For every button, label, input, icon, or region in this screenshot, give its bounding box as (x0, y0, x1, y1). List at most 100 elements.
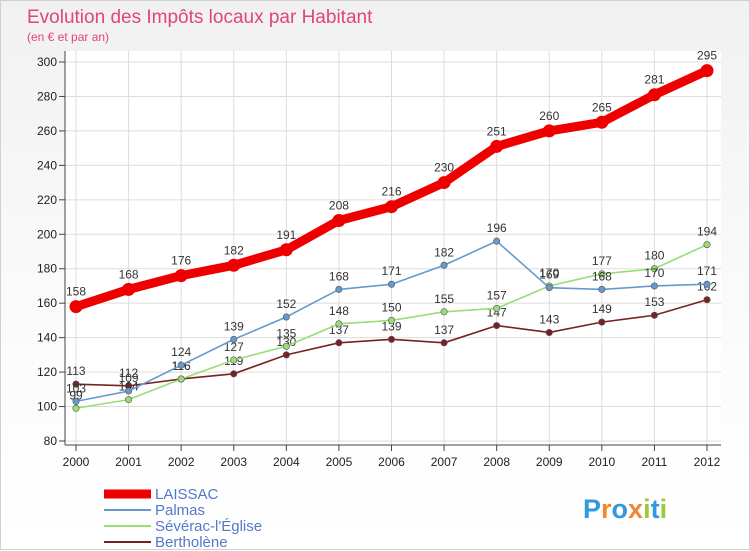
data-label: 182 (434, 245, 454, 259)
data-point (440, 339, 448, 347)
data-label: 104 (119, 380, 139, 394)
y-tick-label: 180 (37, 262, 57, 276)
data-point (387, 280, 395, 288)
data-point (72, 404, 80, 412)
data-label: 109 (119, 371, 139, 385)
data-label: 113 (66, 364, 85, 378)
legend-label-palmas: Palmas (155, 502, 205, 519)
data-label: 143 (539, 312, 559, 326)
data-point (335, 285, 343, 293)
data-label: 216 (381, 185, 401, 199)
data-point (227, 258, 241, 272)
x-tick-label: 2000 (63, 455, 90, 469)
x-tick-label: 2011 (642, 455, 668, 469)
data-point (703, 280, 711, 288)
data-point (598, 318, 606, 326)
data-label: 180 (644, 249, 664, 263)
legend-label-laissac: LAISSAC (155, 486, 219, 503)
data-label: 158 (66, 285, 86, 299)
y-tick-label: 300 (37, 55, 57, 69)
x-tick-label: 2008 (483, 455, 510, 469)
logo-letter: x (628, 494, 643, 524)
logo-letter: i (643, 494, 651, 524)
x-tick-label: 2006 (378, 455, 405, 469)
data-label: 149 (592, 302, 612, 316)
data-point (282, 342, 290, 350)
data-point (703, 296, 711, 304)
data-point (598, 270, 606, 278)
logo-letter: i (660, 494, 668, 524)
legend-label-severac-l-eglise: Sévérac-l'Église (155, 518, 262, 535)
data-label: 168 (592, 269, 612, 283)
y-tick-label: 160 (37, 296, 57, 310)
data-point (598, 285, 606, 293)
data-point (650, 265, 658, 273)
data-point (545, 284, 553, 292)
data-point (125, 396, 133, 404)
chart-title: Evolution des Impôts locaux par Habitant (27, 7, 373, 28)
data-point (647, 88, 661, 102)
data-point (174, 269, 188, 283)
data-point (335, 320, 343, 328)
data-label: 124 (171, 345, 191, 359)
data-label: 177 (592, 254, 612, 268)
data-label: 171 (381, 264, 401, 278)
data-point (279, 243, 293, 257)
data-label: 230 (434, 161, 454, 175)
data-label: 155 (434, 292, 454, 306)
data-label: 150 (381, 300, 401, 314)
data-label: 103 (66, 381, 86, 395)
data-point (122, 282, 136, 296)
data-label: 137 (434, 323, 454, 337)
data-label: 260 (539, 109, 559, 123)
x-tick-label: 2010 (588, 455, 615, 469)
data-label: 281 (644, 73, 664, 87)
axis-ticks: 80 100 120 140 160 180 200 220 240 260 280 300 2000 2… (37, 55, 721, 469)
y-tick-label: 260 (37, 124, 57, 138)
logo-letter: r (601, 494, 612, 524)
y-tick-label: 200 (37, 227, 57, 241)
data-point (545, 328, 553, 336)
data-point (230, 356, 238, 364)
data-label: 157 (487, 288, 507, 302)
y-tick-label: 280 (37, 89, 57, 103)
data-label: 112 (119, 366, 138, 380)
data-label: 182 (224, 243, 244, 257)
series-severac-l-eglise: 99104116127135148150155157170177180194 (69, 225, 717, 412)
data-label: 139 (381, 319, 401, 333)
data-label: 127 (224, 340, 244, 354)
data-point (282, 313, 290, 321)
data-point (282, 351, 290, 359)
data-point (650, 311, 658, 319)
data-label: 152 (276, 297, 296, 311)
grid (65, 51, 721, 445)
proxiti-logo: Proxiti (583, 494, 667, 524)
logo-letter: P (583, 494, 601, 524)
y-tick-label: 240 (37, 158, 57, 172)
data-label: 265 (592, 100, 612, 114)
data-point (700, 64, 714, 78)
data-label: 171 (697, 264, 717, 278)
data-point (69, 300, 83, 314)
y-tick-label: 100 (37, 400, 57, 414)
x-tick-label: 2009 (536, 455, 563, 469)
legend-label-bertholene: Bertholène (155, 534, 228, 551)
x-tick-label: 2004 (273, 455, 300, 469)
data-point (490, 139, 504, 153)
data-label: 191 (276, 228, 296, 242)
data-point (385, 200, 398, 214)
data-point (440, 261, 448, 269)
data-label: 251 (487, 124, 507, 138)
data-point (493, 304, 501, 312)
data-label: 295 (697, 49, 717, 63)
data-label: 168 (119, 267, 139, 281)
data-label: 148 (329, 304, 349, 318)
x-tick-label: 2012 (694, 455, 721, 469)
logo-letter: t (651, 494, 660, 524)
logo-letter: o (612, 494, 629, 524)
x-tick-label: 2002 (168, 455, 195, 469)
data-label: 153 (644, 295, 664, 309)
series-laissac: 158 168 176 182 191 208 216 230 251 260 265 281 295 (66, 49, 717, 314)
data-point (72, 380, 80, 388)
